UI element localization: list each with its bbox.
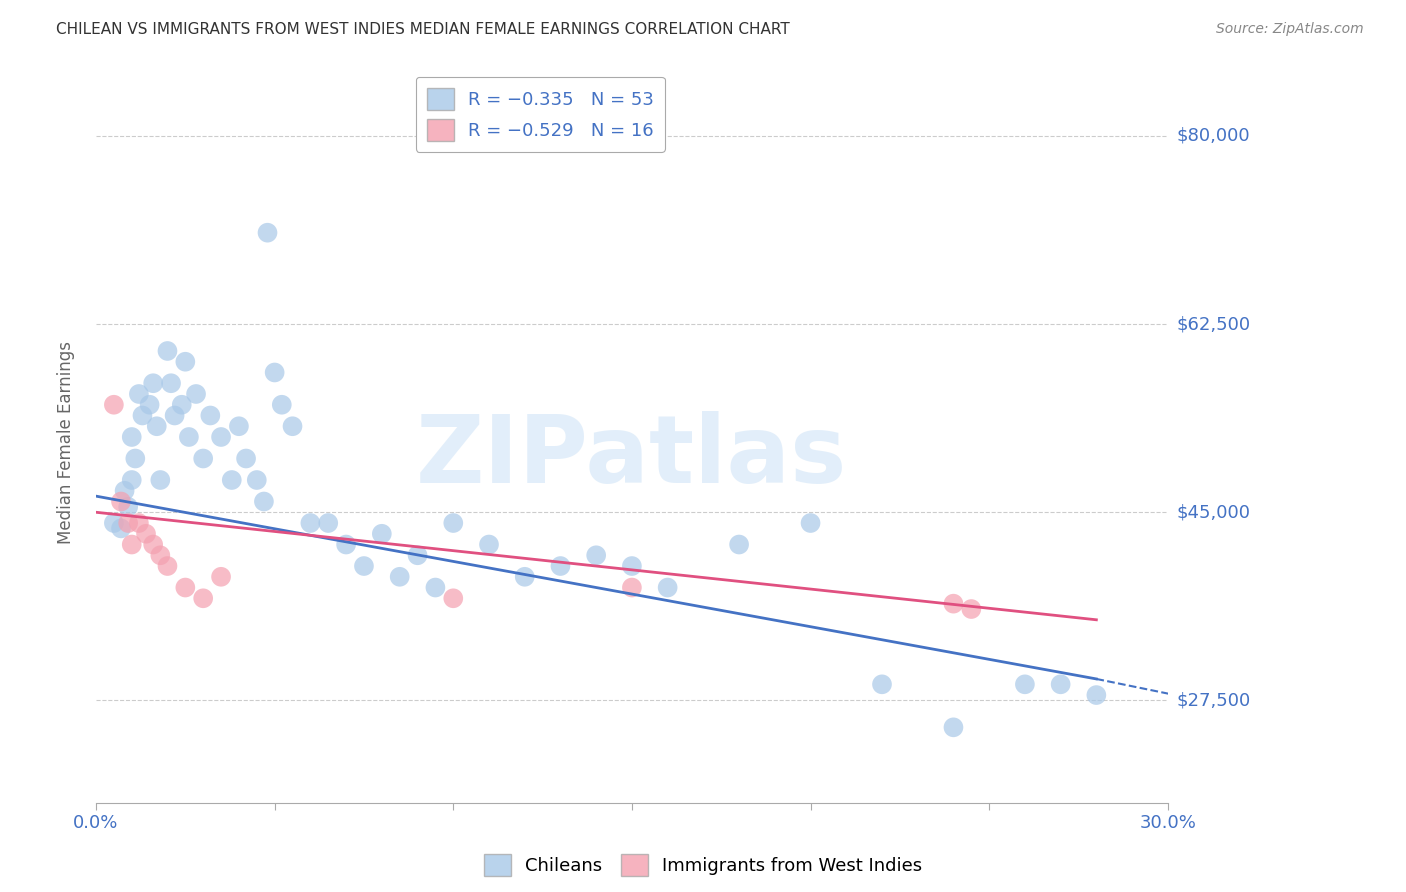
Point bbox=[174, 355, 197, 369]
Point bbox=[270, 398, 292, 412]
Point bbox=[228, 419, 250, 434]
Point bbox=[441, 516, 464, 530]
Point bbox=[388, 570, 411, 584]
Point bbox=[253, 494, 276, 508]
Legend: R = −0.335   N = 53, R = −0.529   N = 16: R = −0.335 N = 53, R = −0.529 N = 16 bbox=[416, 77, 665, 152]
Point bbox=[128, 516, 150, 530]
Point bbox=[177, 430, 200, 444]
Point bbox=[156, 559, 179, 574]
Text: $80,000: $80,000 bbox=[1177, 127, 1250, 145]
Point bbox=[193, 591, 215, 606]
Point bbox=[620, 559, 643, 574]
Point bbox=[550, 559, 572, 574]
Point bbox=[353, 559, 375, 574]
Point bbox=[142, 376, 165, 391]
Point bbox=[316, 516, 339, 530]
Point bbox=[256, 226, 278, 240]
Point bbox=[335, 537, 357, 551]
Point bbox=[149, 473, 172, 487]
Point bbox=[960, 602, 983, 616]
Point bbox=[221, 473, 243, 487]
Point bbox=[110, 494, 132, 508]
Point bbox=[135, 526, 157, 541]
Point bbox=[1014, 677, 1036, 691]
Point bbox=[513, 570, 536, 584]
Point bbox=[299, 516, 322, 530]
Legend: Chileans, Immigrants from West Indies: Chileans, Immigrants from West Indies bbox=[477, 847, 929, 883]
Text: $27,500: $27,500 bbox=[1177, 691, 1250, 709]
Point bbox=[281, 419, 304, 434]
Point bbox=[128, 387, 150, 401]
Point bbox=[728, 537, 751, 551]
Point bbox=[124, 451, 146, 466]
Point bbox=[163, 409, 186, 423]
Point bbox=[142, 537, 165, 551]
Point bbox=[209, 430, 232, 444]
Point bbox=[184, 387, 207, 401]
Point bbox=[209, 570, 232, 584]
Point bbox=[870, 677, 893, 691]
Point bbox=[406, 549, 429, 563]
Point bbox=[193, 451, 215, 466]
Text: ZIPatlas: ZIPatlas bbox=[416, 411, 848, 503]
Point bbox=[117, 516, 139, 530]
Point bbox=[121, 537, 143, 551]
Point bbox=[478, 537, 501, 551]
Point bbox=[263, 366, 285, 380]
Point bbox=[657, 581, 679, 595]
Point bbox=[160, 376, 183, 391]
Point bbox=[110, 521, 132, 535]
Point bbox=[121, 473, 143, 487]
Point bbox=[585, 549, 607, 563]
Point bbox=[441, 591, 464, 606]
Point bbox=[942, 720, 965, 734]
Point bbox=[246, 473, 269, 487]
Point bbox=[174, 581, 197, 595]
Point bbox=[1085, 688, 1108, 702]
Point bbox=[114, 483, 136, 498]
Point bbox=[371, 526, 394, 541]
Point bbox=[103, 516, 125, 530]
Text: Source: ZipAtlas.com: Source: ZipAtlas.com bbox=[1216, 22, 1364, 37]
Text: CHILEAN VS IMMIGRANTS FROM WEST INDIES MEDIAN FEMALE EARNINGS CORRELATION CHART: CHILEAN VS IMMIGRANTS FROM WEST INDIES M… bbox=[56, 22, 790, 37]
Point bbox=[138, 398, 160, 412]
Y-axis label: Median Female Earnings: Median Female Earnings bbox=[58, 341, 75, 544]
Point bbox=[145, 419, 167, 434]
Point bbox=[131, 409, 153, 423]
Point bbox=[425, 581, 447, 595]
Point bbox=[117, 500, 139, 514]
Point bbox=[235, 451, 257, 466]
Point bbox=[156, 343, 179, 358]
Point bbox=[799, 516, 821, 530]
Point bbox=[200, 409, 222, 423]
Point bbox=[942, 597, 965, 611]
Point bbox=[170, 398, 193, 412]
Point bbox=[1049, 677, 1071, 691]
Point bbox=[121, 430, 143, 444]
Point bbox=[620, 581, 643, 595]
Text: $45,000: $45,000 bbox=[1177, 503, 1250, 521]
Point bbox=[149, 549, 172, 563]
Point bbox=[103, 398, 125, 412]
Text: $62,500: $62,500 bbox=[1177, 315, 1250, 333]
